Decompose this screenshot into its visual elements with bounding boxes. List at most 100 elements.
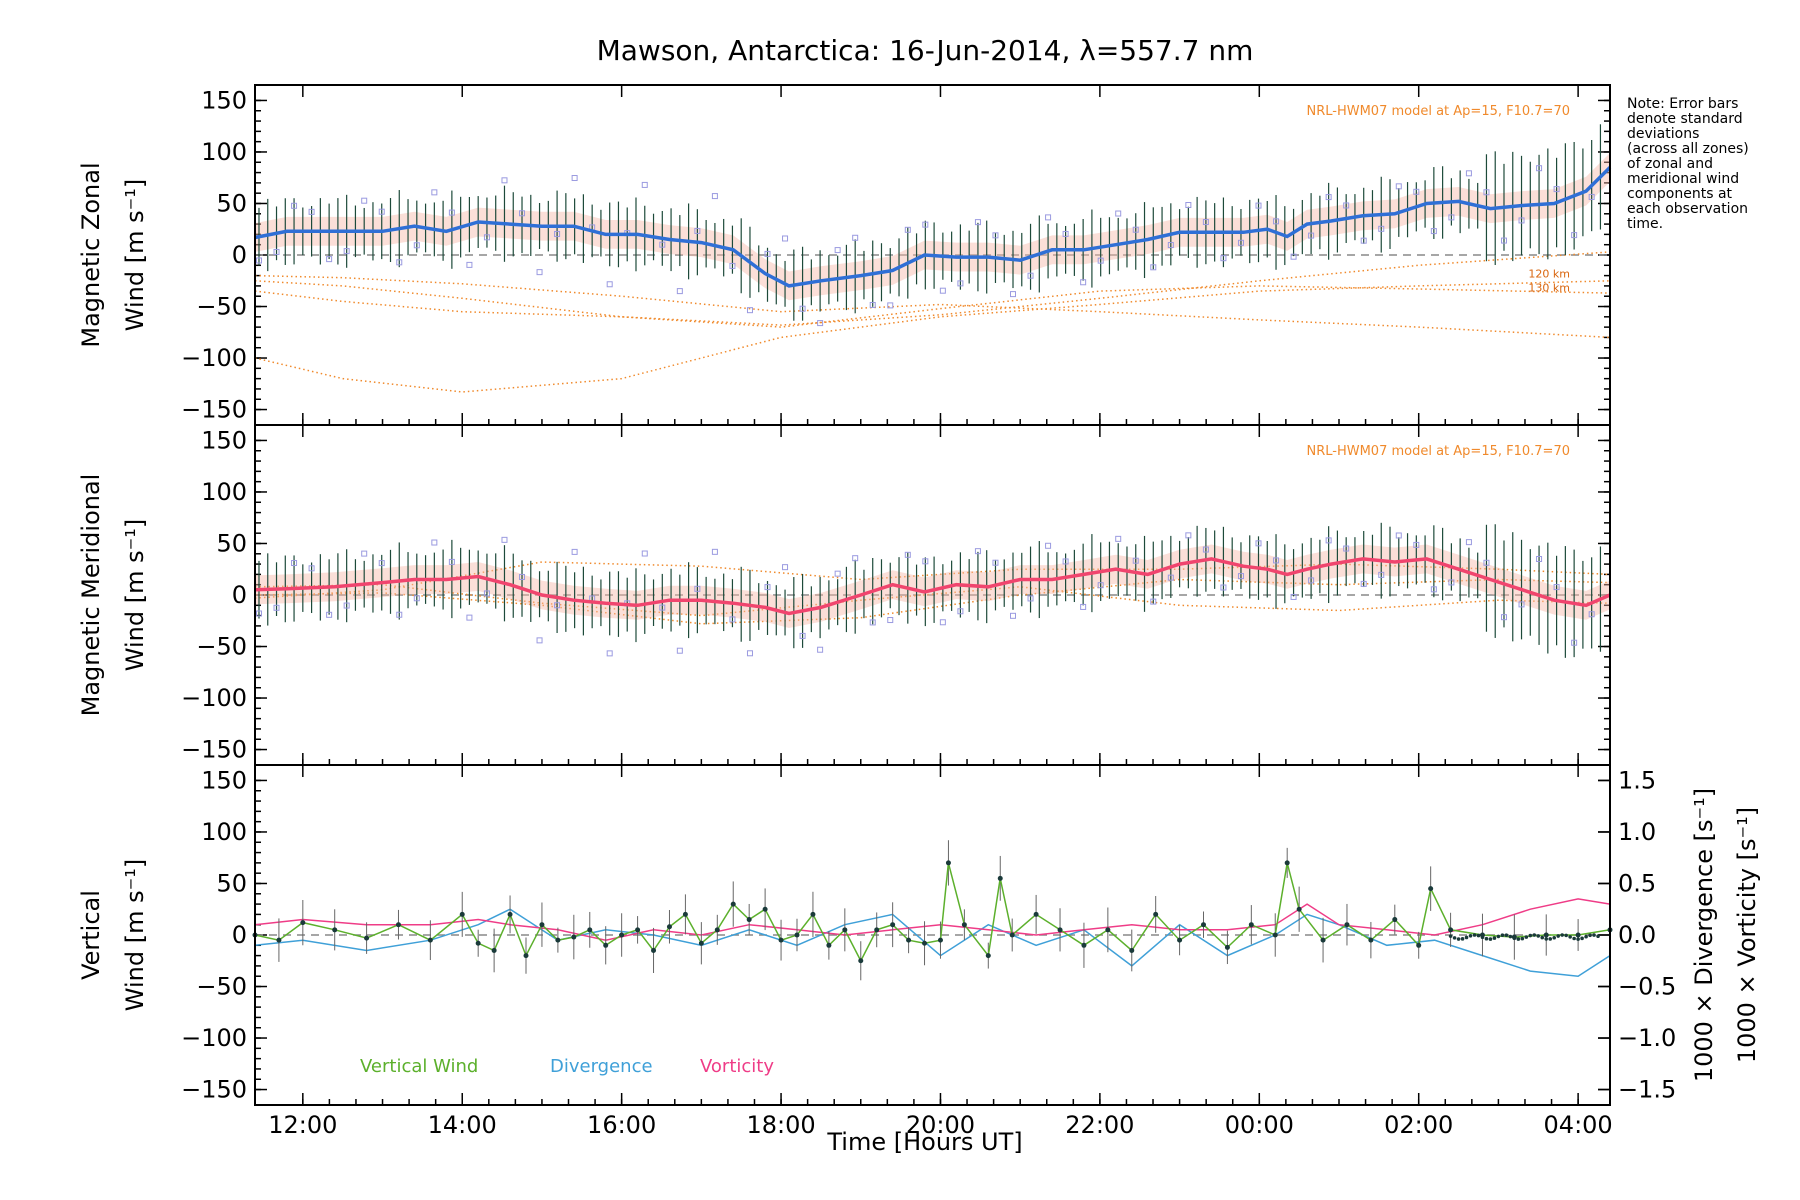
note-line: time.	[1627, 216, 1663, 232]
zone-point	[501, 177, 508, 184]
vertical-wind-point	[491, 947, 497, 953]
zone-point	[291, 560, 298, 567]
y-tick-label: 50	[216, 869, 247, 897]
panel-frame-vertical	[254, 764, 1611, 1106]
zone-point	[554, 602, 561, 609]
vertical-wind-point	[890, 922, 896, 928]
zone-point	[834, 570, 841, 577]
right-axis-label-vorticity: 1000 × Vorticity [s⁻¹]	[1733, 807, 1761, 1063]
vertical-wind-point	[1556, 934, 1560, 938]
vertical-wind-point	[276, 937, 282, 943]
zone-point	[834, 247, 841, 254]
zone-point	[466, 261, 473, 268]
zone-point	[1115, 535, 1122, 542]
zone-point	[1448, 579, 1455, 586]
zonal-wind-line	[254, 166, 1612, 288]
zone-point	[1273, 218, 1280, 225]
chart-title: Mawson, Antarctica: 16-Jun-2014, λ=557.7…	[597, 34, 1254, 67]
vertical-wind-point	[1588, 933, 1592, 938]
vertical-wind-point	[300, 920, 306, 926]
zone-point	[1045, 214, 1052, 221]
vertical-wind-point	[571, 934, 577, 940]
zone-point	[1167, 242, 1174, 249]
zone-point	[1553, 186, 1560, 193]
divergence-line	[254, 908, 1611, 977]
zone-point	[852, 555, 859, 562]
zone-point	[922, 558, 929, 565]
x-tick-label: 02:00	[1384, 1111, 1453, 1139]
zone-point	[1255, 540, 1262, 547]
zone-point	[1588, 193, 1595, 200]
vertical-wind-point	[810, 911, 816, 917]
x-tick-label: 22:00	[1065, 1111, 1134, 1139]
zone-point	[694, 227, 701, 234]
zone-point	[1290, 593, 1297, 600]
zone-point	[483, 234, 490, 241]
y-tick-label: 100	[201, 138, 247, 166]
zone-point	[1553, 584, 1560, 591]
zone-point	[396, 259, 403, 266]
y-tick-label: 0	[232, 581, 247, 609]
zone-point	[536, 637, 543, 644]
vertical-wind-point	[874, 927, 880, 933]
zone-point	[659, 604, 666, 611]
x-tick-label: 20:00	[906, 1111, 975, 1139]
vertical-wind-point	[1480, 935, 1485, 940]
zone-point	[413, 242, 420, 249]
vertical-wind-point	[651, 947, 657, 953]
vertical-wind-point	[682, 911, 688, 917]
vertical-wind-point	[555, 937, 561, 943]
zone-point	[571, 175, 578, 182]
zone-point	[1150, 598, 1157, 605]
vertical-wind-point	[1456, 937, 1461, 941]
zone-point	[1518, 217, 1525, 224]
y-axis-label-line2: Wind [m s⁻¹]	[121, 859, 149, 1011]
zone-point	[326, 256, 333, 263]
vertical-wind-point	[997, 875, 1003, 881]
vertical-wind-point	[539, 922, 545, 928]
vertical-wind-point	[1528, 933, 1533, 938]
zone-point	[1150, 264, 1157, 271]
vertical-wind-point	[1460, 937, 1465, 941]
zone-point	[764, 250, 771, 257]
vertical-wind-point	[1536, 934, 1541, 938]
zone-point	[308, 565, 315, 572]
zone-point	[396, 611, 403, 618]
vertical-wind-point	[1392, 917, 1398, 923]
zone-point	[1378, 571, 1385, 578]
zone-point	[343, 248, 350, 255]
zone-point	[1378, 225, 1385, 232]
vertical-wind-point	[762, 906, 768, 912]
vertical-wind-point	[730, 901, 736, 907]
note-line: Note: Error bars	[1627, 96, 1738, 112]
zone-point	[711, 193, 718, 200]
model-curve	[254, 280, 1611, 328]
y-tick-label: −100	[181, 344, 247, 372]
zone-point	[887, 302, 894, 309]
zone-point	[922, 221, 929, 228]
zone-point	[378, 560, 385, 567]
y-tick-label: −50	[196, 633, 247, 661]
y-tick-label: 0	[232, 241, 247, 269]
y-tick-label: 100	[201, 478, 247, 506]
zone-point	[676, 647, 683, 654]
zone-point	[1027, 272, 1034, 279]
zone-point	[308, 208, 315, 215]
zone-point	[1325, 537, 1332, 544]
zone-point	[799, 632, 806, 639]
zone-point	[1448, 214, 1455, 221]
vertical-wind-point	[714, 927, 720, 933]
zone-point	[782, 235, 789, 242]
vertical-wind-point	[1344, 922, 1350, 928]
zone-point	[1220, 584, 1227, 591]
y-tick-label: 150	[201, 86, 247, 114]
vertical-wind-point	[906, 937, 912, 943]
model-curve	[254, 578, 1611, 625]
vertical-wind-point	[1153, 911, 1159, 917]
vertical-wind-point	[1033, 911, 1039, 917]
x-tick-label: 14:00	[428, 1111, 497, 1139]
zone-point	[1062, 230, 1069, 237]
vertical-wind-point	[1576, 937, 1580, 941]
vertical-wind-point	[1201, 922, 1206, 928]
